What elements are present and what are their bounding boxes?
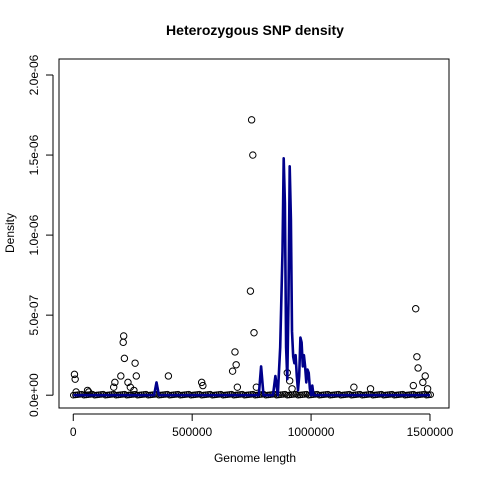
data-point [228, 367, 237, 375]
data-point [83, 386, 92, 395]
data-point [233, 383, 242, 391]
data-point [120, 354, 129, 363]
y-tick-label: 2.0e-06 [27, 54, 41, 95]
data-point [111, 378, 119, 387]
y-tick-label: 0.0e+00 [27, 373, 41, 417]
data-point [247, 116, 256, 124]
data-point [71, 375, 79, 383]
data-point [412, 305, 420, 313]
data-point [197, 378, 206, 387]
data-point [285, 377, 294, 385]
data-point [421, 372, 429, 380]
baseline-point [301, 391, 308, 398]
data-point [414, 364, 422, 372]
x-tick-label: 0 [70, 425, 77, 439]
y-axis: 0.0e+00 5.0e-07 1.0e-06 1.5e-06 2.0e-06 [27, 54, 54, 417]
data-point [409, 381, 418, 390]
x-tick-label: 1000000 [288, 425, 335, 439]
x-axis-label: Genome length [214, 451, 296, 465]
data-point [132, 372, 140, 380]
x-axis: 0 500000 1000000 1500000 [70, 413, 454, 439]
data-point [199, 381, 207, 390]
data-point [249, 151, 257, 159]
data-point [164, 372, 173, 380]
data-point [232, 361, 240, 369]
data-points [69, 116, 434, 399]
x-tick-label: 1500000 [407, 425, 454, 439]
data-point [231, 348, 239, 356]
density-line [73, 157, 430, 397]
data-point [423, 385, 432, 393]
data-point [117, 372, 125, 380]
data-point [130, 386, 138, 395]
data-point [109, 383, 118, 391]
y-axis-label: Density [3, 213, 17, 253]
baseline-point [286, 391, 293, 399]
baseline-point [294, 391, 302, 399]
y-tick-label: 1.5e-06 [27, 134, 41, 175]
chart-title: Heterozygous SNP density [166, 22, 344, 38]
data-point [366, 385, 375, 393]
density-curve [73, 157, 430, 397]
plot-frame [58, 58, 450, 409]
data-point [288, 385, 296, 393]
data-point [70, 370, 79, 379]
data-point [419, 378, 427, 387]
data-point [250, 329, 258, 337]
data-point [350, 383, 358, 391]
baseline-point [279, 391, 287, 398]
data-point [119, 332, 128, 340]
y-tick-label: 5.0e-07 [27, 294, 41, 335]
y-tick-label: 1.0e-06 [27, 214, 41, 255]
baseline-point [283, 391, 291, 399]
data-point [246, 287, 255, 295]
x-tick-label: 500000 [172, 425, 212, 439]
data-point [413, 353, 421, 361]
baseline-point [298, 391, 306, 399]
data-point [131, 359, 139, 367]
baseline-point [296, 391, 304, 399]
data-point [119, 338, 127, 347]
